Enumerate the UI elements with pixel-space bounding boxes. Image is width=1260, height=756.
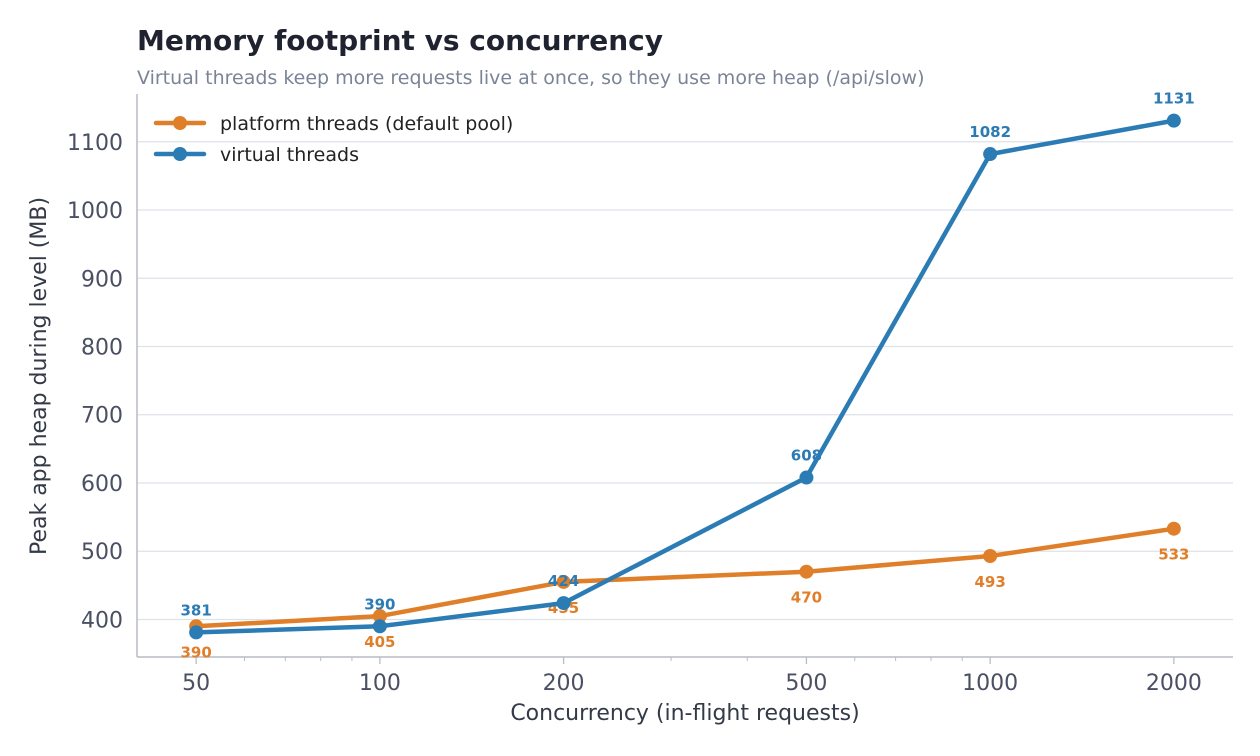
series-line	[193, 526, 1177, 629]
data-point	[799, 470, 814, 485]
chart-subtitle: Virtual threads keep more requests live …	[137, 67, 925, 89]
data-label: 533	[1158, 546, 1189, 564]
x-tick-label: 50	[182, 671, 210, 696]
data-point	[556, 574, 571, 589]
data-label: 424	[548, 572, 579, 590]
data-point	[1166, 521, 1181, 536]
y-tick-label: 500	[81, 540, 123, 565]
x-tick-label: 500	[785, 671, 827, 696]
data-label: 390	[180, 643, 211, 661]
data-label: 470	[791, 589, 822, 607]
x-axis-title: Concurrency (in-flight requests)	[510, 701, 859, 726]
grid	[137, 141, 1233, 621]
x-tick-label: 100	[359, 671, 401, 696]
x-tick-label: 200	[543, 671, 585, 696]
data-label: 1082	[969, 123, 1011, 141]
data-point	[1166, 113, 1181, 128]
legend-marker	[173, 147, 187, 161]
data-point	[799, 564, 814, 579]
data-label: 381	[180, 601, 211, 619]
series-0: 390405455470493533	[180, 521, 1190, 661]
legend-marker	[173, 116, 187, 130]
series-1: 381 390 424 608 1082 1131	[180, 90, 1195, 640]
data-point	[372, 609, 387, 624]
data-label: 493	[974, 573, 1005, 591]
y-tick-label: 1100	[67, 131, 123, 156]
y-tick-label: 700	[81, 404, 123, 429]
data-point	[189, 625, 204, 640]
x-tick-label: 2000	[1146, 671, 1202, 696]
y-tick-label: 600	[81, 472, 123, 497]
data-label: 608	[791, 447, 822, 465]
y-axis-title: Peak app heap during level (MB)	[27, 197, 52, 555]
y-tick-label: 1000	[67, 199, 123, 224]
data-label: 390	[364, 595, 395, 613]
legend: platform threads (default pool) virtual t…	[153, 113, 513, 166]
axes	[136, 94, 1233, 664]
data-label: 405	[364, 633, 395, 651]
data-point	[983, 549, 998, 564]
chart-title: Memory footprint vs concurrency	[137, 24, 663, 57]
data-point	[372, 619, 387, 634]
legend-label: virtual threads	[220, 144, 359, 166]
series-line	[193, 118, 1177, 635]
tick-labels: 400 500 600 700 800 900 1000 1100 50 100 200 500 100…	[67, 131, 1202, 696]
data-point	[556, 596, 571, 611]
legend-label: platform threads (default pool)	[220, 113, 513, 135]
data-label: 1131	[1153, 90, 1195, 108]
y-tick-label: 900	[81, 267, 123, 292]
data-point	[983, 147, 998, 162]
y-tick-label: 400	[81, 608, 123, 633]
series-layer: 39040545547049353338139042460810821131	[180, 90, 1194, 662]
x-tick-label: 1000	[962, 671, 1018, 696]
y-tick-label: 800	[81, 335, 123, 360]
